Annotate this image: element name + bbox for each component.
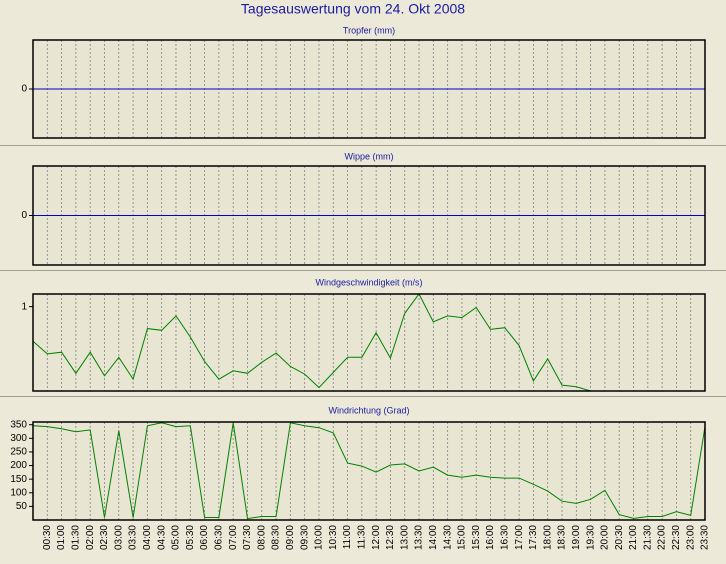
x-tick-label: 16:00 [485,525,496,550]
x-tick-label: 08:00 [256,525,267,550]
x-tick-label: 06:30 [214,525,225,550]
y-tick-label: 250 [10,447,27,458]
x-tick-label: 19:00 [571,525,582,550]
y-tick-label: 150 [10,474,27,485]
subplot-title: Windgeschwindigkeit (m/s) [315,277,422,287]
x-tick-label: 05:30 [185,525,196,550]
x-tick-label: 07:00 [228,525,239,550]
x-tick-label: 07:30 [242,525,253,550]
x-tick-label: 04:00 [142,525,153,550]
x-tick-label: 02:30 [99,525,110,550]
data-line [32,422,706,520]
x-tick-label: 03:30 [128,525,139,550]
x-tick-label: 02:00 [85,525,96,550]
x-tick-label: 11:00 [342,525,353,550]
x-tick-label: 01:00 [56,525,67,550]
plot-area [33,294,705,391]
plot-border [32,421,706,521]
y-tick-label: 50 [16,501,28,512]
x-tick-label: 14:30 [442,525,453,550]
y-tick-label: 100 [10,487,27,498]
y-tick-label: 0 [21,210,27,221]
x-tick-label: 09:00 [285,525,296,550]
x-tick-label: 16:30 [499,525,510,550]
x-tick-label: 01:30 [71,525,82,550]
subplot-title: Tropfer (mm) [343,25,395,35]
x-tick-label: 13:00 [399,525,410,550]
data-line [32,293,591,392]
x-tick-label: 20:30 [614,525,625,550]
x-tick-label: 21:00 [628,525,639,550]
x-tick-label: 10:30 [328,525,339,550]
x-tick-label: 03:00 [113,525,124,550]
x-tick-label: 08:30 [271,525,282,550]
x-tick-label: 18:00 [542,525,553,550]
y-tick-label: 350 [10,419,27,430]
x-tick-label: 15:00 [457,525,468,550]
y-tick-label: 300 [10,433,27,444]
x-tick-label: 09:30 [299,525,310,550]
x-tick-label: 18:30 [557,525,568,550]
plot-border [32,165,706,266]
x-tick-label: 05:00 [171,525,182,550]
x-tick-label: 23:30 [700,525,711,550]
x-tick-label: 20:00 [600,525,611,550]
x-tick-label: 10:00 [314,525,325,550]
x-tick-label: 17:00 [514,525,525,550]
x-tick-label: 17:30 [528,525,539,550]
x-tick-label: 14:00 [428,525,439,550]
x-tick-label: 06:00 [199,525,210,550]
x-tick-label: 22:30 [671,525,682,550]
x-tick-label: 12:30 [385,525,396,550]
x-tick-label: 22:00 [657,525,668,550]
x-tick-label: 13:30 [414,525,425,550]
subplot-title: Wippe (mm) [345,151,394,161]
y-tick-label: 200 [10,460,27,471]
plot-area [33,422,705,520]
x-tick-label: 21:30 [642,525,653,550]
plot-border [32,293,706,392]
y-tick-label: 0 [21,84,27,95]
x-tick-label: 11:30 [356,525,367,550]
y-tick-label: 1 [21,301,27,312]
x-tick-label: 23:00 [685,525,696,550]
page-title: Tagesauswertung vom 24. Okt 2008 [241,1,465,17]
subplot-title: Windrichtung (Grad) [328,405,409,415]
x-tick-label: 04:30 [156,525,167,550]
x-tick-label: 12:00 [371,525,382,550]
x-tick-label: 19:30 [585,525,596,550]
plot-border [32,39,706,139]
x-tick-label: 00:30 [42,525,53,550]
x-tick-label: 15:30 [471,525,482,550]
